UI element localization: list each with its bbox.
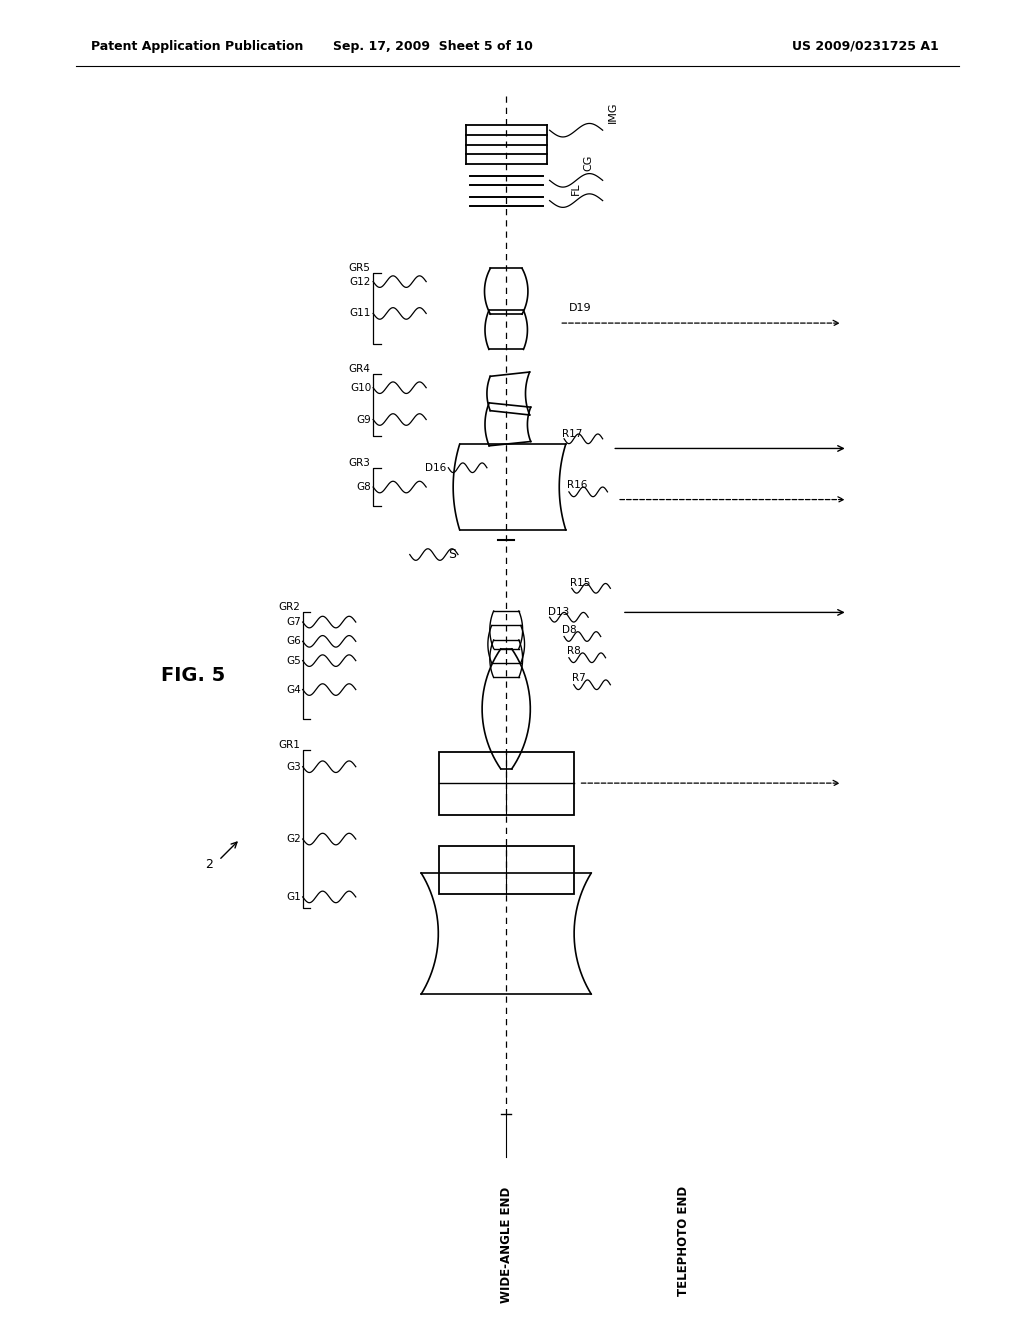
Text: Sep. 17, 2009  Sheet 5 of 10: Sep. 17, 2009 Sheet 5 of 10 <box>333 40 532 53</box>
Text: GR1: GR1 <box>278 741 300 750</box>
Text: IMG: IMG <box>607 102 617 124</box>
Text: R8: R8 <box>567 645 581 656</box>
Text: S: S <box>449 548 456 561</box>
Text: G11: G11 <box>350 309 371 318</box>
Text: US 2009/0231725 A1: US 2009/0231725 A1 <box>793 40 939 53</box>
Text: R15: R15 <box>570 578 590 589</box>
Text: G2: G2 <box>286 834 301 843</box>
Text: G4: G4 <box>286 685 301 694</box>
Text: D8: D8 <box>562 624 577 635</box>
Text: R17: R17 <box>562 429 583 438</box>
Text: G1: G1 <box>286 892 301 902</box>
Text: Patent Application Publication: Patent Application Publication <box>90 40 303 53</box>
Text: G10: G10 <box>350 383 371 393</box>
Text: D13: D13 <box>548 607 569 618</box>
Text: R16: R16 <box>567 480 588 490</box>
Text: R7: R7 <box>571 673 586 682</box>
Text: G7: G7 <box>286 616 301 627</box>
Text: FIG. 5: FIG. 5 <box>161 665 225 685</box>
Bar <box>438 846 573 894</box>
Text: FL: FL <box>570 182 581 195</box>
Text: G12: G12 <box>350 277 371 286</box>
Text: D19: D19 <box>569 304 592 313</box>
Text: GR3: GR3 <box>348 458 371 467</box>
Bar <box>438 752 573 814</box>
Text: D16: D16 <box>425 463 446 473</box>
Text: TELEPHOTO END: TELEPHOTO END <box>677 1187 690 1296</box>
Text: G8: G8 <box>356 482 371 492</box>
Text: GR5: GR5 <box>348 263 371 273</box>
Text: GR4: GR4 <box>348 364 371 374</box>
Text: GR2: GR2 <box>278 602 300 612</box>
Text: G6: G6 <box>286 636 301 647</box>
Text: 2: 2 <box>205 858 213 871</box>
Text: G9: G9 <box>356 414 371 425</box>
Text: G3: G3 <box>286 762 301 772</box>
Text: G5: G5 <box>286 656 301 665</box>
Text: WIDE-ANGLE END: WIDE-ANGLE END <box>500 1187 513 1303</box>
Text: CG: CG <box>584 154 593 170</box>
